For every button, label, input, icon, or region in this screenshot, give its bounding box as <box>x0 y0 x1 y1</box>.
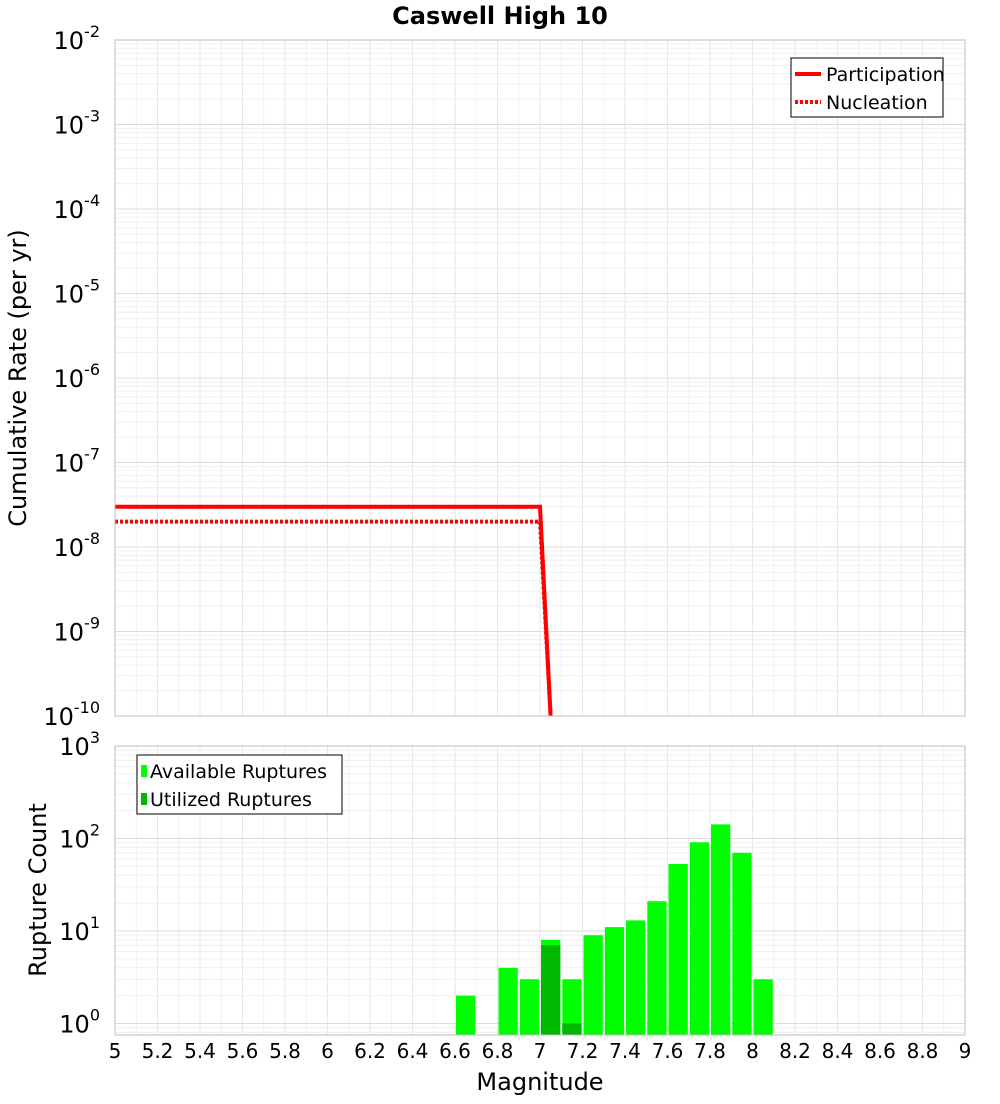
bar-available <box>562 979 582 1035</box>
x-tick-label: 7 <box>534 1039 547 1063</box>
x-tick-label: 7.4 <box>609 1039 641 1063</box>
bar-available <box>753 979 773 1035</box>
bottom-y-axis-label: Rupture Count <box>24 803 52 977</box>
series-line-participation <box>115 504 553 716</box>
y-tick-label: 10-2 <box>54 22 101 55</box>
y-tick-label: 100 <box>59 1005 100 1038</box>
bottom-legend: Available Ruptures Utilized Ruptures <box>136 754 343 815</box>
y-tick-label: 10-6 <box>54 360 101 393</box>
x-tick-label: 5 <box>109 1039 122 1063</box>
x-tick-label: 7.2 <box>567 1039 599 1063</box>
legend-box <box>790 57 944 118</box>
x-tick-label: 8 <box>746 1039 759 1063</box>
bar-available <box>519 979 540 1035</box>
top-y-axis-label: Cumulative Rate (per yr) <box>4 229 32 527</box>
y-tick-label: 10-7 <box>54 445 101 478</box>
x-tick-label: 6.8 <box>482 1039 514 1063</box>
y-tick-label: 10-10 <box>43 698 100 731</box>
x-tick-label: 8.2 <box>779 1039 811 1063</box>
top-legend: Participation Nucleation <box>790 57 945 118</box>
x-tick-label: 5.2 <box>142 1039 174 1063</box>
legend-label: Participation <box>826 64 945 86</box>
y-tick-label: 10-4 <box>54 191 101 224</box>
legend-label: Utilized Ruptures <box>150 789 312 811</box>
bar-available <box>604 927 625 1035</box>
bottom-plot-frame <box>114 745 966 1036</box>
y-tick-label: 102 <box>59 820 100 853</box>
x-tick-label: 5.4 <box>184 1039 216 1063</box>
bar-available <box>647 901 667 1035</box>
y-tick-label: 103 <box>59 728 100 761</box>
bar-utilized <box>541 945 561 1035</box>
y-tick-label: 10-3 <box>54 107 101 140</box>
x-tick-label: 8.6 <box>864 1039 896 1063</box>
bar-available <box>498 967 518 1035</box>
top-plot-panel: 10-2 10-3 10-4 10-5 10-6 10-7 10-8 10-9 10-10 Par… <box>43 22 966 731</box>
bar-available <box>732 852 752 1035</box>
x-tick-label: 5.8 <box>269 1039 301 1063</box>
x-tick-label: 8.4 <box>822 1039 854 1063</box>
legend-swatch <box>141 793 147 805</box>
chart-title: Caswell High 10 <box>392 2 608 30</box>
top-plot-frame <box>114 39 966 717</box>
legend-box <box>136 754 343 815</box>
x-axis-label: Magnitude <box>476 1068 603 1096</box>
bar-available <box>668 864 688 1035</box>
bar-available <box>583 935 603 1035</box>
bar-available <box>626 920 646 1035</box>
x-tick-label: 9 <box>959 1039 972 1063</box>
y-tick-label: 10-8 <box>54 529 101 562</box>
x-tick-label: 7.8 <box>694 1039 726 1063</box>
x-tick-label: 6.6 <box>439 1039 471 1063</box>
bar-available <box>711 824 731 1035</box>
y-tick-label: 10-5 <box>54 276 101 309</box>
x-tick-label: 8.8 <box>907 1039 939 1063</box>
legend-label: Available Ruptures <box>150 761 327 783</box>
legend-swatch <box>141 765 147 777</box>
y-tick-label: 101 <box>59 913 100 946</box>
series-line-nucleation <box>115 519 553 716</box>
x-tick-label: 6.4 <box>397 1039 429 1063</box>
x-tick-label: 6 <box>321 1039 334 1063</box>
bar-available <box>456 995 476 1035</box>
bar-utilized <box>562 1023 582 1035</box>
x-tick-label: 6.2 <box>354 1039 386 1063</box>
legend-label: Nucleation <box>826 92 928 114</box>
x-tick-label: 7.6 <box>652 1039 684 1063</box>
x-tick-label: 5.6 <box>227 1039 259 1063</box>
y-tick-label: 10-9 <box>54 614 101 647</box>
bar-available <box>689 842 710 1035</box>
